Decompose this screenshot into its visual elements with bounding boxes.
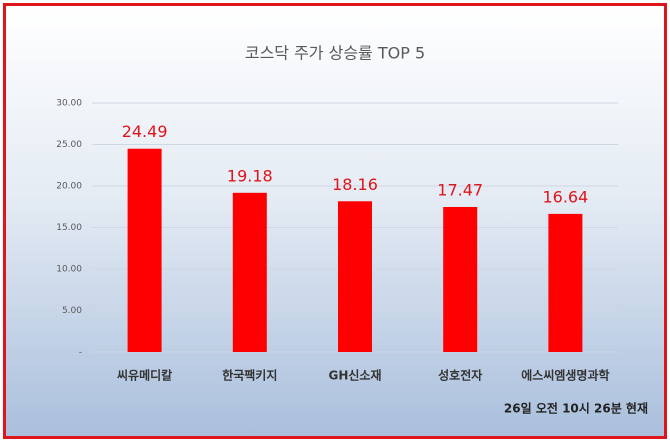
data-label: 16.64 [542,187,588,206]
data-label: 18.16 [332,175,378,194]
y-tick-label: 20.00 [56,182,82,192]
bar [443,206,478,352]
x-tick-label: 성호전자 [438,368,482,383]
bar [338,201,372,352]
data-label: 24.49 [122,122,168,141]
data-label: 17.47 [437,180,483,199]
chart-title: 코스닥 주가 상승률 TOP 5 [245,44,425,63]
y-tick-label: - [79,348,82,358]
annotation: 26일 오전 10시 26분 현재 [504,401,648,416]
x-tick-label: 에스씨엠생명과학 [521,368,609,383]
bar [232,192,267,352]
y-tick-label: 30.00 [56,99,82,109]
bar [548,213,583,352]
y-tick-label: 5.00 [62,306,82,316]
y-tick-label: 25.00 [56,140,82,150]
x-tick-label: GH신소재 [328,368,381,383]
bar [127,148,162,352]
x-tick-label: 씨유메디칼 [117,368,172,383]
y-tick-label: 10.00 [56,265,82,275]
data-label: 19.18 [227,166,273,185]
x-tick-label: 한국팩키지 [222,368,277,383]
frame [3,3,667,439]
y-tick-label: 15.00 [56,223,82,233]
